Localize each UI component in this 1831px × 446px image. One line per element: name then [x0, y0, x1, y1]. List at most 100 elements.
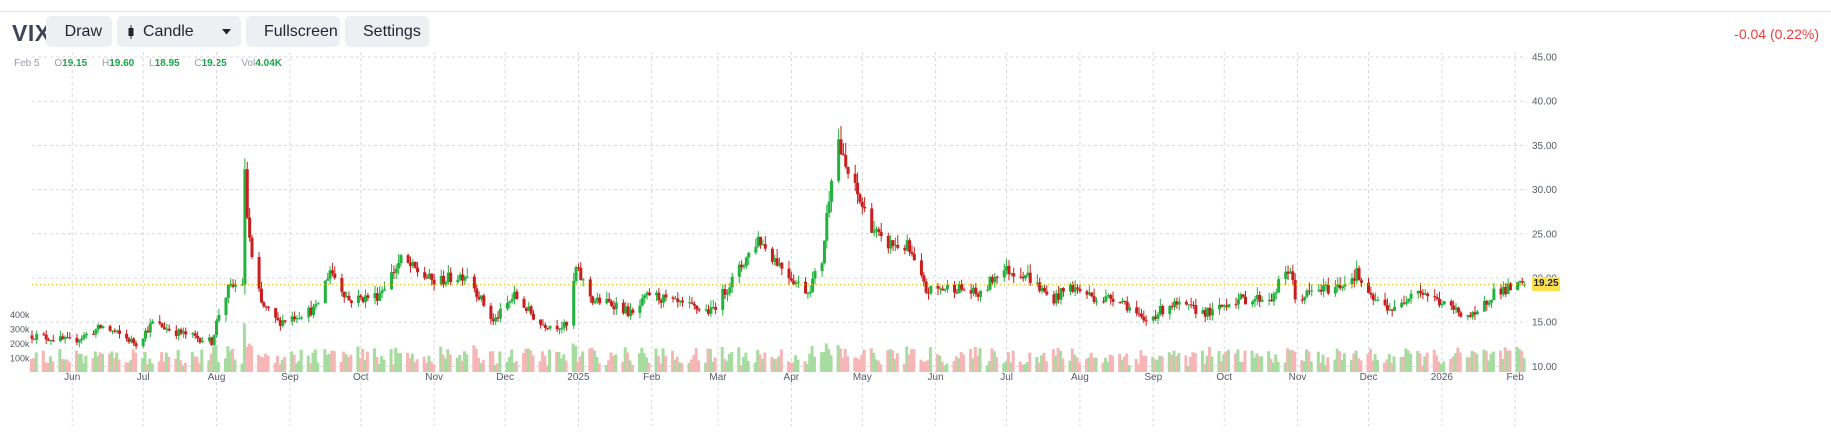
volume-bar [1420, 365, 1424, 372]
candle-body [198, 338, 202, 343]
volume-bar [1437, 361, 1441, 372]
volume-bar [294, 363, 298, 372]
candle-body [61, 336, 65, 340]
candle-body [274, 308, 278, 318]
candle-body [42, 333, 46, 335]
volume-bar [737, 347, 741, 372]
volume-bar [427, 355, 431, 372]
volume-bar [58, 349, 62, 372]
candle-body [1227, 304, 1231, 308]
volume-bar [578, 356, 582, 372]
fullscreen-button[interactable]: Fullscreen [246, 16, 340, 47]
volume-bar [1392, 356, 1396, 372]
chart-type-select[interactable]: Candle [117, 16, 241, 47]
volume-bar [1290, 350, 1294, 372]
volume-bar [498, 351, 502, 372]
candle-body [969, 290, 973, 294]
volume-bar [1085, 358, 1089, 372]
volume-bar [212, 346, 216, 372]
candle-body [148, 323, 152, 333]
candle-body [378, 293, 382, 301]
candle-body [1516, 282, 1520, 291]
volume-bar [1439, 364, 1443, 372]
candle-body [1241, 294, 1245, 297]
candlestick-chart[interactable]: 10.0015.0020.0025.0030.0035.0040.0045.00… [0, 52, 1831, 446]
candle-body [896, 244, 900, 248]
draw-button-label: Draw [64, 22, 102, 40]
candle-body [243, 169, 247, 285]
candle-body [1437, 298, 1441, 306]
candle-body [63, 337, 67, 340]
volume-bar [720, 347, 724, 372]
volume-bar [283, 356, 287, 372]
volume-bar [595, 356, 599, 372]
candle-body [307, 307, 311, 318]
volume-bar [592, 350, 596, 372]
candle-body [820, 263, 824, 272]
volume-bar [1023, 364, 1027, 372]
volume-bar [44, 362, 48, 372]
candle-body [196, 335, 200, 339]
candle-body [472, 276, 476, 289]
candle-body [614, 302, 618, 310]
volume-bar [394, 347, 398, 372]
volume-bar [167, 356, 171, 372]
volume-bar [905, 346, 909, 372]
candle-body [908, 240, 912, 253]
volume-bar [637, 353, 641, 372]
candle-body [806, 293, 810, 295]
candle-body [1456, 307, 1460, 313]
chart-type-label: Candle [143, 22, 194, 40]
candle-body [730, 276, 734, 288]
volume-bar [671, 350, 675, 372]
draw-button[interactable]: Draw [46, 16, 112, 47]
x-tick-label: Jun [64, 372, 80, 383]
chevron-down-icon [222, 28, 231, 34]
pencil-icon [56, 31, 57, 32]
candle-body [579, 267, 583, 281]
candle-body [945, 284, 949, 289]
volume-bar [846, 356, 850, 372]
candle-body [129, 338, 133, 343]
candle-body [193, 333, 197, 336]
volume-bar [1054, 355, 1058, 372]
candle-body [1102, 301, 1106, 303]
y-tick-label: 35.00 [1532, 141, 1557, 152]
volume-bar [1416, 351, 1420, 372]
volume-bar [1401, 356, 1405, 372]
candle-body [662, 294, 666, 303]
top-border [0, 11, 1831, 12]
volume-tick-label: 200k [10, 339, 30, 349]
volume-bar [74, 350, 78, 372]
candle-body [593, 301, 597, 304]
candle-body [612, 305, 616, 310]
candle-body [382, 289, 386, 291]
volume-bar [363, 359, 367, 372]
candle-body [413, 261, 417, 268]
volume-bar [907, 354, 911, 372]
candle-body [1007, 265, 1011, 275]
candle-body [349, 300, 353, 304]
candle-body [231, 283, 235, 287]
volume-bar [824, 343, 828, 372]
settings-button[interactable]: Settings [345, 16, 429, 47]
volume-bar [1051, 349, 1055, 372]
candle-body [610, 301, 614, 306]
candle-body [1468, 315, 1472, 317]
volume-bar [214, 345, 218, 372]
volume-bar [1238, 361, 1242, 372]
candle-body [1059, 288, 1063, 300]
volume-bar [365, 351, 369, 372]
volume-bar [46, 363, 50, 372]
volume-bar [91, 358, 95, 372]
candle-body [309, 307, 313, 316]
low-value: 18.95 [154, 58, 180, 69]
volume-bar [372, 348, 376, 372]
volume-bar [543, 355, 547, 372]
y-tick-label: 30.00 [1532, 185, 1557, 196]
candle-body [141, 338, 145, 347]
volume-bar [361, 348, 365, 372]
candle-body [588, 279, 592, 297]
volume-bar [895, 353, 899, 372]
candle-body [922, 275, 926, 282]
